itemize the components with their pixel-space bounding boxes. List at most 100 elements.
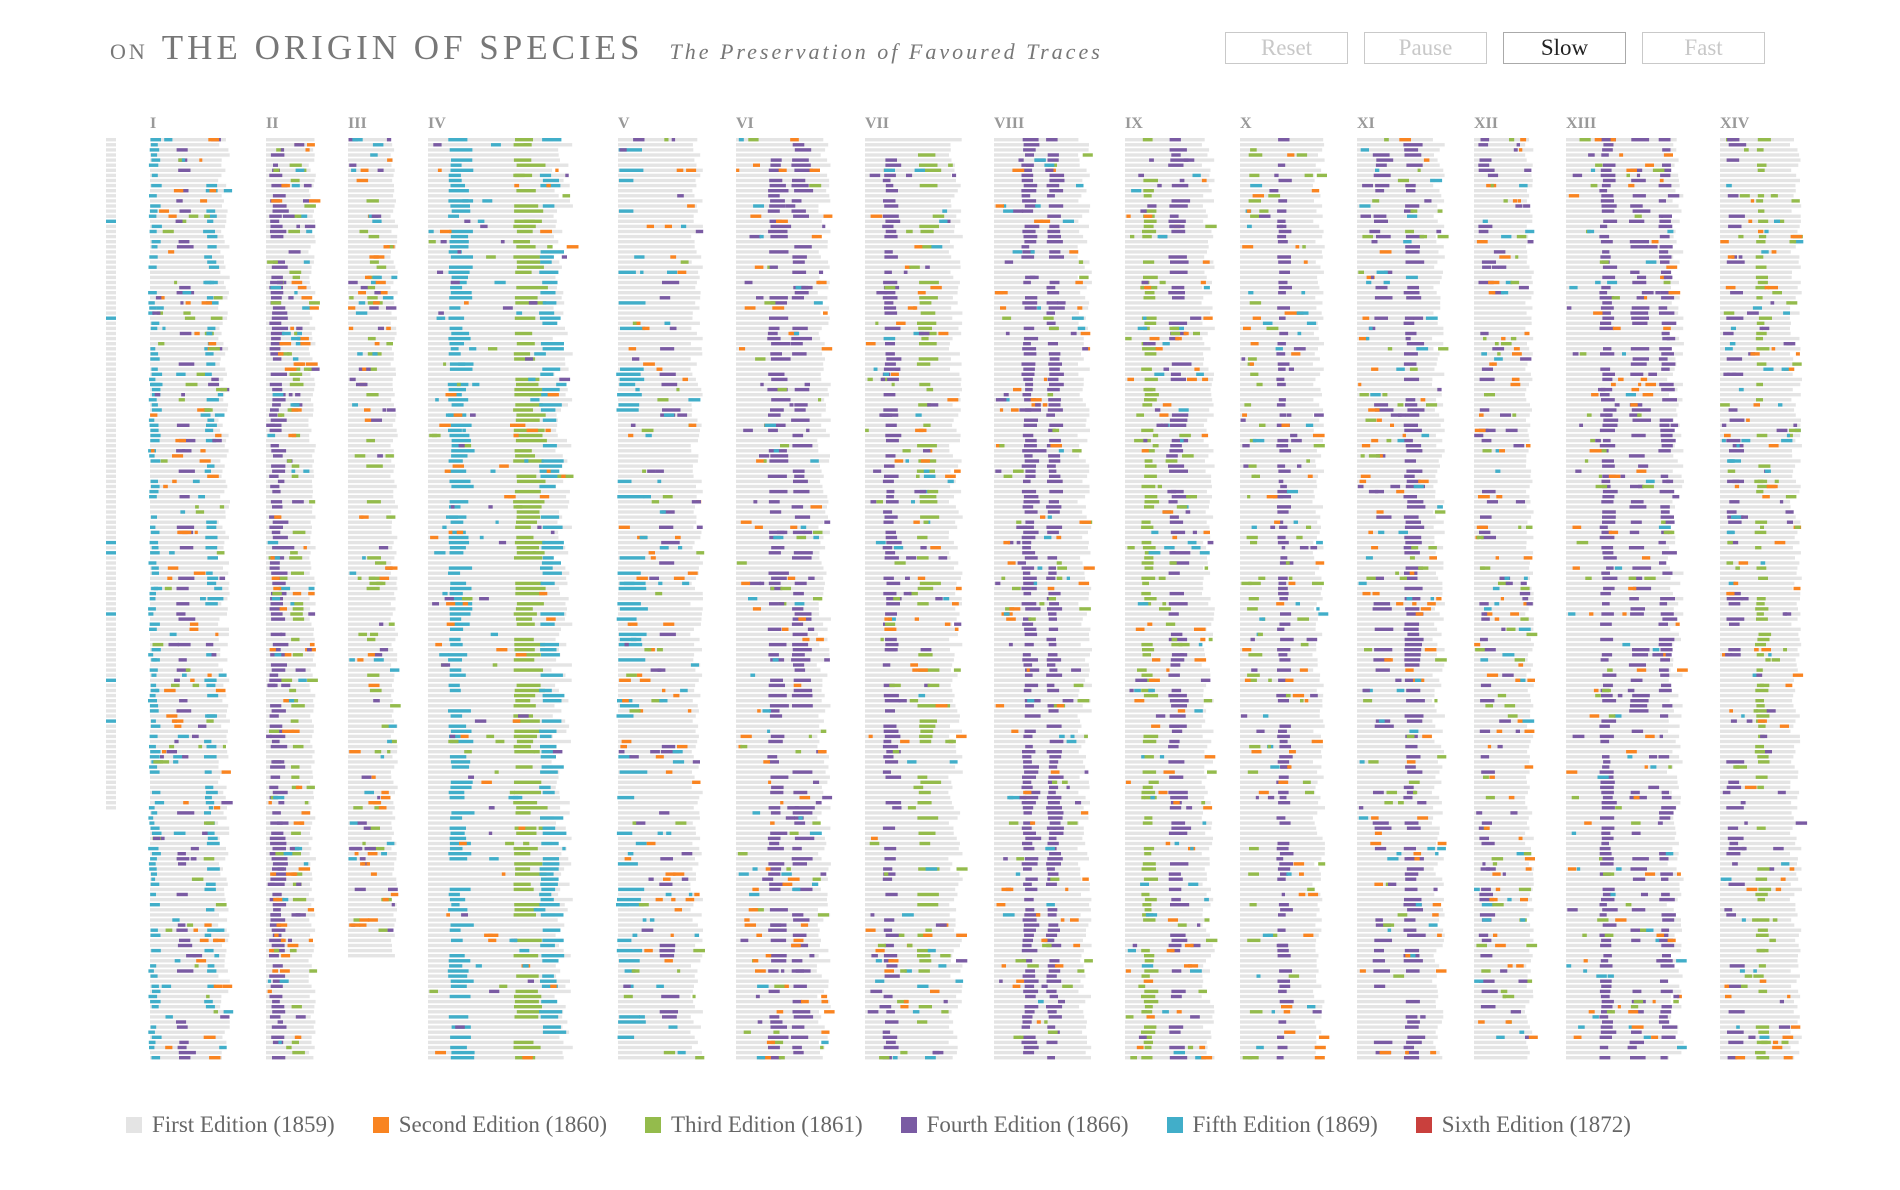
text-line [266,790,314,795]
revision-segment [448,852,472,856]
revision-segment [1126,780,1131,784]
text-line [150,270,221,274]
chapter-label: IX [1125,115,1143,132]
revision-segment [542,790,555,795]
revision-segment [195,505,199,509]
revision-segment [270,744,288,749]
revision-segment [1197,923,1201,927]
text-line [266,637,315,642]
revision-segment [514,1015,539,1019]
text-line [1125,484,1212,489]
text-line [736,163,831,167]
revision-segment [792,143,805,147]
revision-segment [685,897,695,902]
revision-segment [793,688,813,693]
revision-segment [794,602,805,606]
text-line [348,444,391,448]
revision-segment [1021,489,1037,494]
revision-segment [270,632,283,637]
revision-segment [923,469,930,473]
revision-segment [1011,729,1019,733]
revision-segment [271,1005,285,1009]
text-line [994,954,1082,958]
revision-segment [391,903,395,907]
revision-segment [449,734,456,739]
revision-segment [1034,158,1046,162]
text-line [266,398,311,402]
slow-button[interactable]: Slow [1503,32,1626,64]
text-line [266,1015,311,1019]
text-line [618,602,691,606]
revision-segment [1296,153,1308,157]
revision-segment [168,250,175,254]
revision-segment [755,357,766,361]
text-line [865,377,962,382]
revision-segment [919,382,931,387]
revision-segment [1170,158,1189,162]
revision-segment [919,296,938,300]
revision-segment [1048,597,1056,601]
revision-segment [526,428,539,433]
revision-segment [1022,658,1038,662]
revision-segment [927,948,936,953]
revision-segment [1024,1005,1039,1009]
text-line [865,597,962,601]
revision-segment [206,520,217,524]
revision-segment [450,739,474,744]
revision-segment [1042,938,1055,943]
text-line [736,709,826,713]
text-line [266,959,309,963]
revision-segment [178,168,191,172]
revision-segment [1171,183,1189,188]
text-line [994,336,1084,341]
revision-segment [660,347,675,351]
revision-segment [371,280,377,285]
revision-segment [1240,418,1246,422]
text-line [266,658,313,662]
revision-segment [1277,255,1291,259]
revision-segment [882,479,894,484]
revision-segment [294,291,298,295]
text-line [266,821,313,825]
revision-segment [386,342,393,346]
revision-segment [1169,591,1184,596]
revision-segment [1023,183,1038,188]
text-line [1125,903,1211,907]
revision-segment [559,377,571,382]
revision-segment [1171,285,1185,290]
revision-segment [514,862,543,866]
text-line [150,148,229,152]
revision-segment [769,887,781,892]
revision-segment [449,296,473,300]
revision-segment [1277,540,1289,545]
revision-segment [1050,877,1060,881]
revision-segment [616,408,639,412]
fast-button[interactable]: Fast [1642,32,1765,64]
revision-segment [271,571,288,575]
text-line [865,342,950,346]
pause-button[interactable]: Pause [1364,32,1487,64]
revision-segment [802,637,810,642]
revision-segment [482,199,493,203]
revision-segment [215,632,219,637]
text-line [865,765,956,769]
text-line [618,362,697,366]
revision-segment [541,877,559,881]
revision-segment [528,377,536,382]
revision-segment [1046,724,1062,728]
revision-segment [214,413,225,417]
revision-segment [954,622,962,626]
revision-segment [271,857,288,861]
text-line [1240,311,1322,315]
text-line [618,265,703,269]
text-line [618,260,692,264]
text-line [994,1035,1087,1039]
revision-segment [292,530,306,535]
revision-segment [269,561,280,565]
revision-segment [883,954,898,958]
reset-button[interactable]: Reset [1225,32,1348,64]
revision-segment [449,505,461,509]
revision-segment [367,556,381,560]
revision-segment [1022,943,1032,948]
revision-segment [193,571,206,575]
